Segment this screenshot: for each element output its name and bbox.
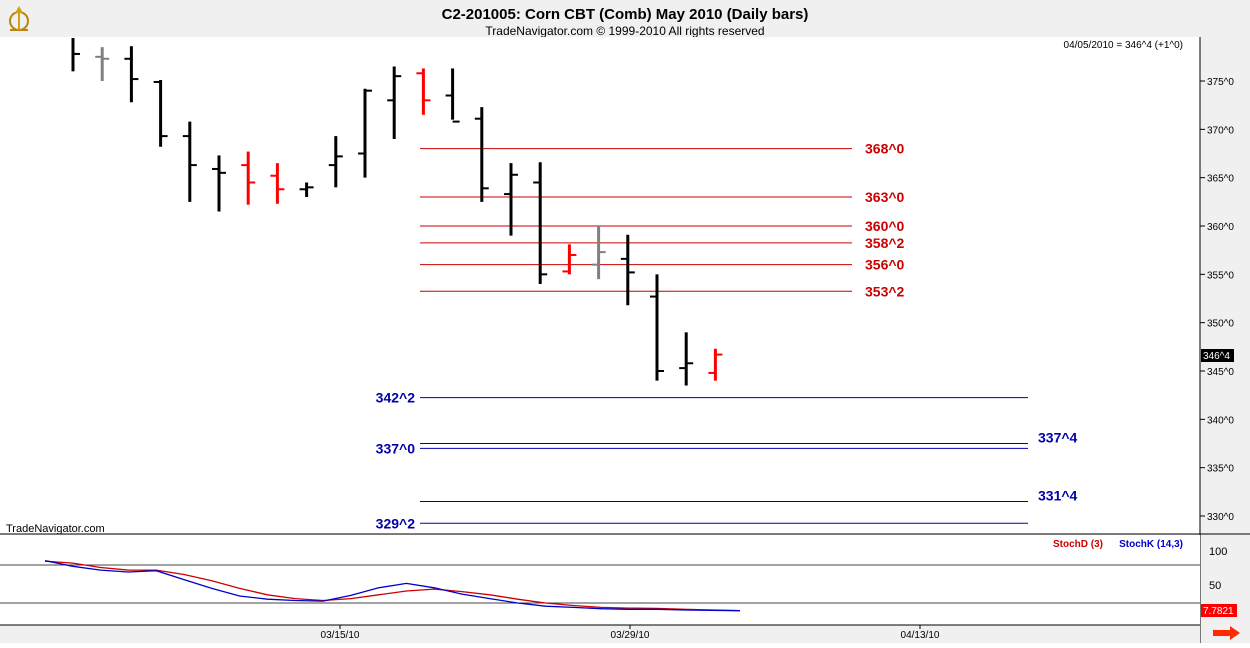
price-tick-label: 355^0 <box>1207 270 1234 281</box>
resistance-label: 368^0 <box>865 141 905 157</box>
ohlc-bar <box>212 155 226 212</box>
price-tick-label: 365^0 <box>1207 174 1234 185</box>
support-label: 337^0 <box>376 440 416 456</box>
price-tick-label: 330^0 <box>1207 512 1234 523</box>
chart-title: C2-201005: Corn CBT (Comb) May 2010 (Dai… <box>442 6 809 23</box>
legend-stoch-k: StochK (14,3) <box>1119 539 1183 550</box>
ohlc-bar <box>445 68 460 123</box>
ohlc-bars <box>71 38 723 386</box>
support-label: 342^2 <box>376 390 416 406</box>
date-axis <box>0 625 1200 643</box>
stoch-value-box <box>1201 604 1237 617</box>
ohlc-bar <box>504 163 518 236</box>
price-tick-label: 370^0 <box>1207 125 1234 136</box>
stoch-tick-100: 100 <box>1209 546 1227 558</box>
last-price-label: 346^4 <box>1203 351 1230 362</box>
x-tick-label-3: 04/13/10 <box>901 630 940 641</box>
watermark-text: TradeNavigator.com <box>6 523 105 535</box>
ohlc-bar <box>387 66 402 139</box>
x-tick-label-2: 03/29/10 <box>611 630 650 641</box>
ohlc-bar <box>270 163 285 204</box>
header-bar <box>0 0 1250 37</box>
x-tick-label-1: 03/15/10 <box>321 630 360 641</box>
price-readout: 04/05/2010 = 346^4 (+1^0) <box>1064 40 1183 51</box>
stochastic-lines <box>44 559 741 612</box>
price-tick-label: 350^0 <box>1207 319 1234 330</box>
legend-stoch-d: StochD (3) <box>1053 539 1103 550</box>
support-label: 329^2 <box>376 515 416 531</box>
ohlc-bar <box>416 68 431 115</box>
sextant-logo-icon[interactable] <box>9 6 29 31</box>
price-tick-label: 335^0 <box>1207 464 1234 475</box>
ohlc-bar <box>182 121 197 202</box>
support-label: 337^4 <box>1038 430 1078 446</box>
ohlc-bar <box>562 244 577 275</box>
resistance-label: 356^0 <box>865 257 905 273</box>
ohlc-bar <box>299 182 314 197</box>
resistance-label: 360^0 <box>865 218 905 234</box>
arrow-right-icon[interactable] <box>1213 626 1240 640</box>
price-tick-label: 375^0 <box>1207 77 1234 88</box>
last-price-box <box>1201 349 1234 362</box>
ohlc-bar <box>124 46 139 103</box>
resistance-label: 358^2 <box>865 235 905 251</box>
ohlc-bar <box>474 107 489 202</box>
ohlc-bar <box>620 234 635 306</box>
stoch-value-label: 7.7821 <box>1203 606 1234 617</box>
ohlc-bar <box>241 151 256 205</box>
price-tick-label: 345^0 <box>1207 367 1234 378</box>
price-tick-label: 340^0 <box>1207 415 1234 426</box>
price-tick-label: 360^0 <box>1207 222 1234 233</box>
price-axis: 375^0 370^0 365^0 360^0 355^0 350^0 345^0 340^0… <box>1200 77 1234 523</box>
ohlc-bar <box>328 136 343 188</box>
stoch-tick-50: 50 <box>1209 580 1221 592</box>
resistance-label: 363^0 <box>865 189 905 205</box>
stoch-k-line <box>44 559 741 612</box>
ohlc-bar <box>358 88 372 178</box>
ohlc-bar <box>679 332 694 386</box>
copyright-subtitle: TradeNavigator.com © 1999-2010 All right… <box>485 24 764 38</box>
ohlc-bar <box>708 348 723 381</box>
support-label: 331^4 <box>1038 488 1078 504</box>
stochastic-pane[interactable] <box>0 535 1200 625</box>
resistance-label: 353^2 <box>865 283 905 299</box>
price-pane[interactable] <box>0 37 1200 534</box>
ohlc-bar <box>650 274 664 381</box>
ohlc-bar <box>71 38 80 72</box>
ohlc-bar <box>591 226 606 280</box>
stoch-d-line <box>44 560 741 612</box>
ohlc-bar <box>95 47 110 81</box>
ohlc-bar <box>153 80 168 147</box>
ohlc-bar <box>533 162 548 284</box>
